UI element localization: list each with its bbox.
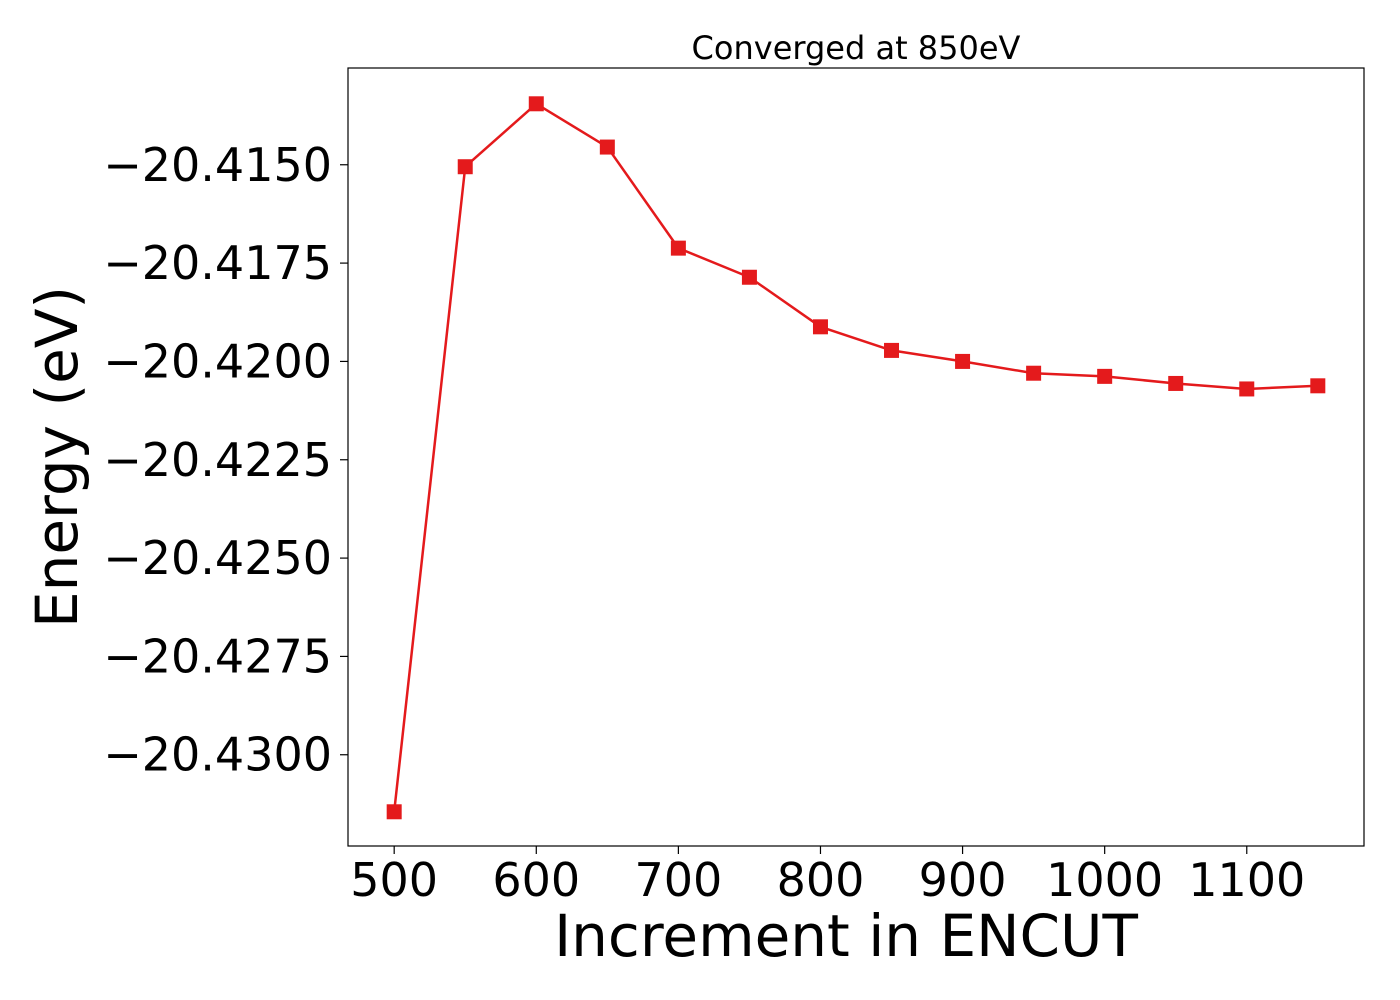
data-point-marker	[599, 139, 615, 155]
y-tick-label: −20.4275	[103, 629, 332, 683]
y-tick-label: −20.4300	[103, 728, 332, 782]
x-tick-label: 800	[777, 853, 865, 907]
data-point-marker	[1097, 368, 1113, 384]
y-tick-label: −20.4225	[103, 433, 332, 487]
x-tick-label: 500	[350, 853, 438, 907]
y-tick-label: −20.4150	[103, 138, 332, 192]
chart-title: Converged at 850eV	[692, 29, 1021, 67]
y-tick-label: −20.4250	[103, 531, 332, 585]
data-point-marker	[884, 342, 900, 358]
x-tick-label: 1100	[1188, 853, 1305, 907]
data-point-marker	[1168, 375, 1184, 391]
plot-area: 500 600 700 800 900 1000 1100 −20.4150 −20.4175 −…	[103, 96, 1326, 907]
x-tick-label: 1000	[1046, 853, 1163, 907]
data-point-marker	[1026, 365, 1042, 381]
data-point-marker	[386, 804, 402, 820]
series-line	[392, 102, 1320, 814]
data-point-marker	[670, 240, 686, 256]
x-axis-title: Increment in ENCUT	[554, 902, 1138, 970]
data-point-marker	[955, 353, 971, 369]
x-tick-label: 600	[492, 853, 580, 907]
x-tick-label: 700	[634, 853, 722, 907]
data-point-marker	[1310, 378, 1326, 394]
data-point-marker	[528, 96, 544, 112]
data-point-marker	[457, 159, 473, 175]
data-point-marker	[741, 269, 757, 285]
plot-frame	[347, 67, 1365, 847]
data-point-marker	[1239, 381, 1255, 397]
data-point-marker	[812, 319, 828, 335]
y-tick-label: −20.4200	[103, 334, 332, 388]
x-tick-label: 900	[919, 853, 1007, 907]
y-axis-title: Energy (eV)	[23, 286, 91, 628]
y-tick-label: −20.4175	[103, 236, 332, 290]
